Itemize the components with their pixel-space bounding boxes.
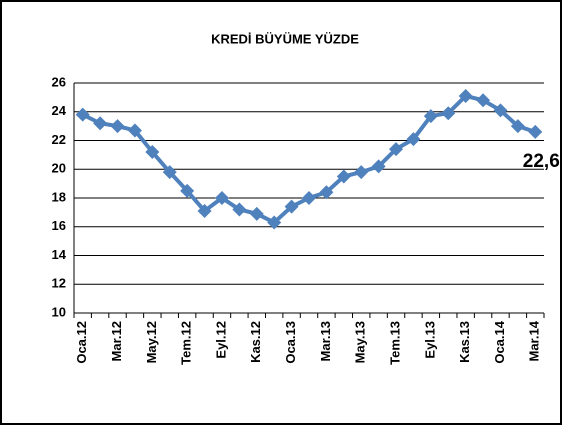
y-tick-label: 16 bbox=[52, 218, 66, 233]
data-marker bbox=[214, 191, 229, 205]
data-marker bbox=[127, 123, 142, 138]
data-marker bbox=[249, 206, 264, 221]
data-marker bbox=[406, 132, 421, 147]
y-tick-label: 24 bbox=[52, 103, 67, 118]
y-tick-label: 22 bbox=[52, 132, 66, 147]
x-tick-label: Mar.14 bbox=[527, 320, 542, 361]
x-tick-label: Tem.13 bbox=[387, 321, 402, 365]
y-tick-label: 12 bbox=[52, 276, 66, 291]
x-tick-label: Kas.13 bbox=[457, 321, 472, 363]
data-marker bbox=[336, 169, 351, 184]
data-marker bbox=[389, 142, 404, 157]
x-tick-label: Kas.12 bbox=[248, 321, 263, 363]
data-marker bbox=[93, 116, 108, 131]
data-marker bbox=[441, 106, 456, 121]
x-tick-label: Oca.12 bbox=[74, 321, 89, 364]
data-marker bbox=[476, 93, 491, 108]
data-marker bbox=[510, 119, 525, 134]
chart-title: KREDİ BÜYÜME YÜZDE bbox=[211, 31, 359, 46]
data-marker bbox=[197, 203, 212, 218]
data-marker bbox=[458, 88, 473, 103]
y-tick-label: 14 bbox=[52, 247, 67, 262]
data-marker bbox=[267, 215, 282, 230]
data-marker bbox=[302, 191, 316, 205]
x-tick-label: Oca.14 bbox=[492, 320, 507, 363]
x-tick-label: Tem.12 bbox=[179, 321, 194, 365]
y-tick-label: 18 bbox=[52, 189, 66, 204]
data-marker bbox=[145, 145, 160, 159]
data-marker bbox=[493, 103, 508, 118]
data-marker bbox=[110, 119, 125, 134]
x-tick-label: Mar.12 bbox=[109, 321, 124, 361]
x-tick-label: Mar.13 bbox=[318, 321, 333, 361]
x-tick-label: Eyl.13 bbox=[422, 321, 437, 359]
y-tick-label: 10 bbox=[52, 304, 66, 319]
data-marker bbox=[354, 165, 369, 180]
data-marker bbox=[371, 159, 386, 174]
data-marker bbox=[423, 109, 438, 124]
data-marker bbox=[284, 199, 299, 214]
x-tick-label: May.12 bbox=[144, 321, 159, 363]
data-label: 22,6 bbox=[523, 151, 560, 172]
x-tick-label: May.13 bbox=[353, 321, 368, 363]
data-marker bbox=[180, 183, 195, 198]
data-marker bbox=[232, 202, 247, 217]
y-tick-label: 20 bbox=[52, 161, 66, 176]
data-marker bbox=[528, 124, 543, 139]
data-marker bbox=[75, 107, 90, 122]
x-tick-label: Eyl.12 bbox=[213, 321, 228, 359]
x-tick-label: Oca.13 bbox=[283, 321, 298, 364]
data-marker bbox=[162, 165, 177, 180]
data-marker bbox=[319, 185, 334, 200]
y-tick-label: 26 bbox=[52, 74, 66, 89]
